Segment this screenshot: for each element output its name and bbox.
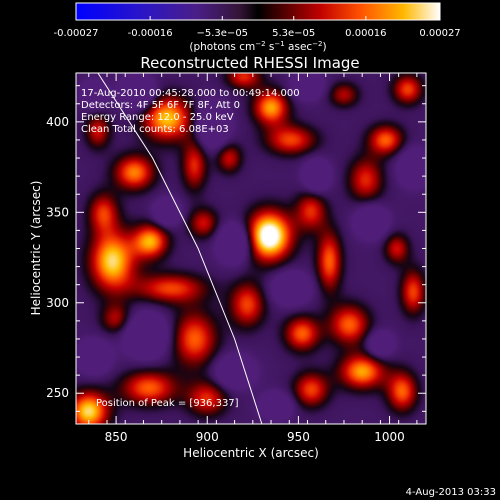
colorbar-tick-label: −5.3e−05: [197, 28, 249, 39]
x-tick-label: 850: [105, 430, 128, 444]
axis-ticks: 850 900 950 1000 250 300 350 400: [46, 73, 426, 444]
y-tick-label: 350: [46, 205, 69, 219]
solar-limb-arc: [97, 73, 263, 424]
colorbar-tick-label: 5.3e−05: [272, 28, 315, 39]
colorbar-tick-label: 0.00027: [419, 28, 460, 39]
y-axis-label: Heliocentric Y (arcsec): [29, 181, 43, 316]
annotation-block: 17-Aug-2010 00:45:28.000 to 00:49:14.000…: [81, 88, 300, 135]
heatmap-image: [76, 73, 426, 424]
colorbar-tick-label: -0.00027: [54, 28, 99, 39]
x-tick-label: 950: [287, 430, 310, 444]
y-tick-label: 250: [46, 386, 69, 400]
annotation-detectors: Detectors: 4F 5F 6F 7F 8F, Att 0: [81, 100, 240, 111]
annotation-clean: Clean Total counts: 6.08E+03: [81, 124, 229, 135]
colorbar-tick-label: -0.00016: [128, 28, 173, 39]
x-tick-label: 900: [196, 430, 219, 444]
colorbar-gradient: [75, 2, 441, 21]
y-tick-label: 400: [46, 115, 69, 129]
colorbar-ticks: -0.00027 -0.00016 −5.3e−05 5.3e−05 0.00016 0.…: [54, 16, 461, 39]
x-tick-label: 1000: [374, 430, 405, 444]
annotation-energy: Energy Range: 12.0 - 25.0 keV: [81, 112, 234, 123]
annotation-peak: Position of Peak = [936,337]: [96, 398, 239, 409]
colorbar: -0.00027 -0.00016 −5.3e−05 5.3e−05 0.00016 0.…: [54, 2, 461, 53]
colorbar-tick-label: 0.00016: [345, 28, 386, 39]
annotation-time: 17-Aug-2010 00:45:28.000 to 00:49:14.000: [81, 88, 300, 99]
x-axis-label: Heliocentric X (arcsec): [183, 446, 319, 460]
colorbar-unit: (photons cm−2 s−1 asec−2): [189, 40, 326, 53]
chart-title: Reconstructed RHESSI Image: [140, 54, 359, 72]
y-tick-label: 300: [46, 296, 69, 310]
footer-timestamp: 4-Aug-2013 03:33: [406, 487, 496, 498]
